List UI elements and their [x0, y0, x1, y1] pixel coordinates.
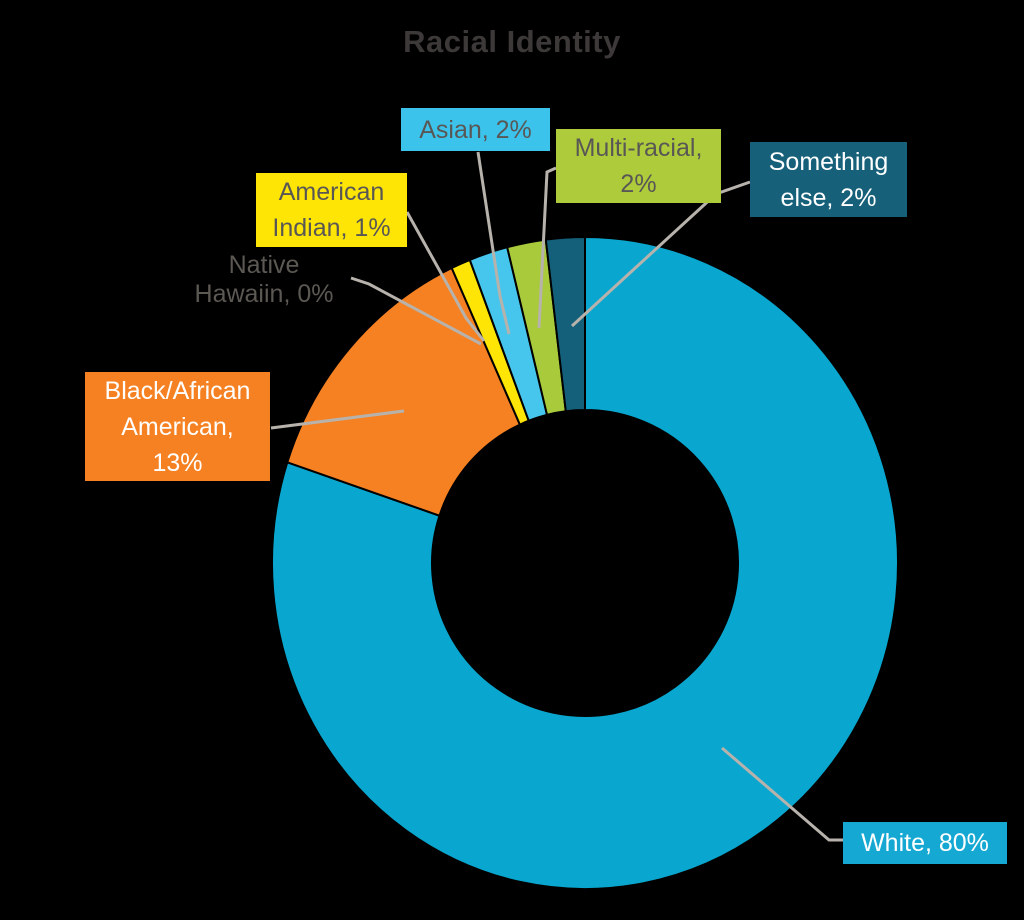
leader-lines-layer [270, 151, 843, 842]
leader-line-white [721, 746, 843, 842]
callout-text-line: White, 80% [861, 829, 989, 857]
slice-callout-native-hawaiin: Native Hawaiin, 0% [183, 249, 345, 311]
callout-text-line: Asian, 2% [419, 115, 532, 144]
callout-text-line: 2% [620, 170, 657, 198]
callout-text-line: Hawaiin, 0% [194, 280, 334, 308]
chart-title: Racial Identity [403, 24, 621, 59]
callout-text-line: Indian, 1% [272, 214, 391, 242]
slice-callout-white: White, 80% [843, 822, 1007, 864]
callout-text-line: Black/African [104, 376, 251, 405]
callout-text-line: Native [228, 251, 300, 279]
leader-line-multi-racial [537, 166, 557, 329]
callout-text-line: else, 2% [780, 183, 877, 212]
slice-white [271, 235, 899, 890]
slices-layer [271, 235, 899, 890]
leader-line-black-african-american [270, 409, 405, 430]
callout-text-line: American, [121, 412, 234, 441]
callout-text-line: Something [768, 147, 889, 176]
leader-line-asian [476, 151, 511, 335]
slice-callout-black-african-american: Black/African American, 13% [85, 372, 270, 481]
slice-callout-multi-racial: Multi-racial, 2% [556, 129, 721, 203]
callout-text-line: Multi-racial, [574, 134, 703, 162]
slice-callout-something-else: Something else, 2% [750, 142, 907, 217]
leader-line-american-indian [405, 211, 486, 342]
slice-black-african-american [286, 266, 522, 517]
slice-something-else [544, 235, 586, 413]
leader-line-native-hawaiin [350, 276, 482, 346]
slice-callout-american-indian: American Indian, 1% [256, 173, 407, 247]
callout-text-line: 13% [152, 448, 203, 477]
slice-callout-asian: Asian, 2% [401, 108, 550, 151]
callout-text-line: American [278, 178, 385, 206]
